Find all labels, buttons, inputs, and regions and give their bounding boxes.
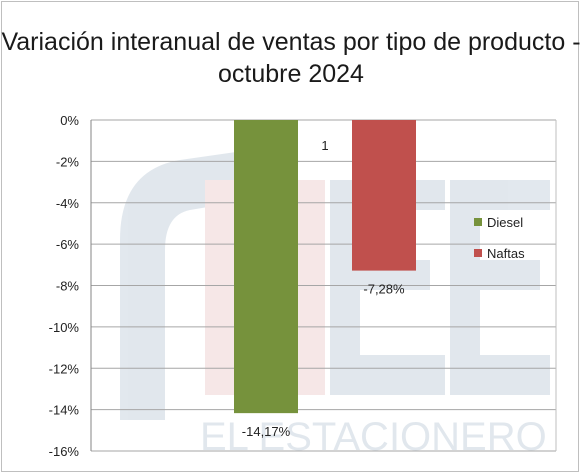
watermark-logo: EL ESTACIONERO bbox=[120, 150, 550, 459]
legend-label-diesel: Diesel bbox=[487, 215, 523, 230]
y-tick-label: -16% bbox=[49, 444, 80, 459]
data-label-diesel: -14,17% bbox=[242, 424, 291, 439]
y-tick-label: 0% bbox=[60, 113, 79, 128]
legend-swatch-diesel bbox=[474, 218, 482, 226]
y-tick-label: -2% bbox=[56, 154, 80, 169]
y-tick-label: -10% bbox=[49, 320, 80, 335]
chart-title: Variación interanual de ventas por tipo … bbox=[1, 28, 581, 88]
y-tick-label: -14% bbox=[49, 403, 80, 418]
y-axis-ticks: 0% -2% -4% -6% -8% -10% -12% -14% -16% bbox=[49, 113, 80, 459]
bar-naftas bbox=[352, 120, 416, 271]
legend-label-naftas: Naftas bbox=[487, 246, 525, 261]
legend-swatch-naftas bbox=[474, 249, 482, 257]
category-label: 1 bbox=[321, 138, 328, 153]
watermark-text: EL ESTACIONERO bbox=[200, 415, 547, 459]
bars bbox=[234, 120, 416, 414]
legend: Diesel Naftas bbox=[474, 215, 525, 261]
data-label-naftas: -7,28% bbox=[363, 282, 405, 297]
bar-diesel bbox=[234, 120, 298, 414]
y-tick-label: -6% bbox=[56, 237, 80, 252]
data-labels: -14,17% -7,28% bbox=[242, 282, 405, 440]
gridlines bbox=[91, 119, 556, 452]
y-tick-label: -8% bbox=[56, 279, 80, 294]
y-tick-label: -4% bbox=[56, 196, 80, 211]
y-tick-label: -12% bbox=[49, 361, 80, 376]
